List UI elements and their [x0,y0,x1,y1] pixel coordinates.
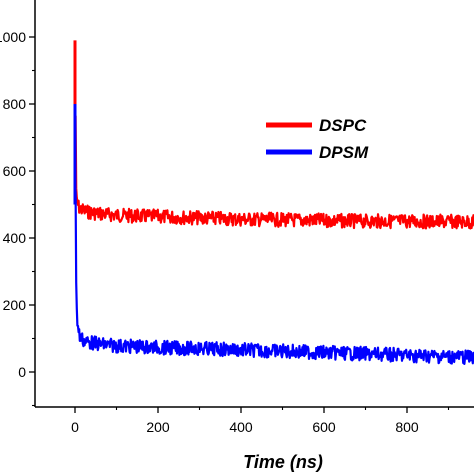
y-tick-label: 600 [3,163,27,179]
y-tick-label: 400 [3,230,27,246]
series-dspc [73,40,474,230]
legend-label: DPSM [319,143,369,162]
legend-label: DSPC [319,116,367,135]
series-layer [73,40,474,366]
series-dpsm [73,104,474,366]
x-tick-label: 800 [395,419,419,435]
y-tick-label: 1000 [0,29,26,45]
x-tick-label: 200 [146,419,170,435]
x-tick-label: 400 [229,419,253,435]
y-tick-label: 800 [3,96,27,112]
y-tick-label: 0 [18,364,26,380]
x-tick-label: 0 [71,419,79,435]
chart-axes: 1000 800 600 400 200 0 0 200 400 600 800 [0,0,474,435]
series-line [73,114,474,230]
legend: DSPC DPSM [266,116,369,162]
x-tick-label: 600 [312,419,336,435]
y-tick-label: 200 [3,297,27,313]
series-line [73,190,474,366]
x-axis-title: Time (ns) [243,452,323,472]
